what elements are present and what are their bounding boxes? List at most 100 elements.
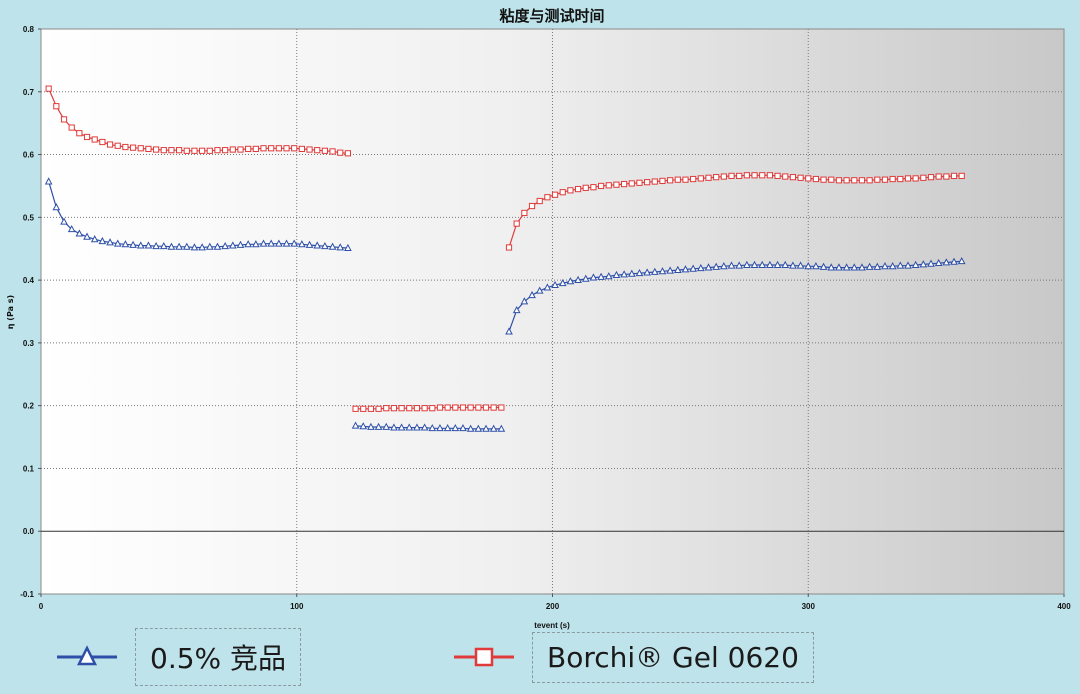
data-point <box>360 405 367 412</box>
data-point <box>566 277 575 285</box>
data-point <box>421 405 428 412</box>
data-point <box>781 260 790 268</box>
data-point <box>904 261 912 269</box>
data-point <box>482 424 490 432</box>
data-point <box>375 405 382 412</box>
data-point <box>743 172 750 179</box>
data-point <box>221 241 229 250</box>
data-point <box>113 239 122 247</box>
data-point <box>374 422 383 430</box>
data-point <box>513 220 520 227</box>
data-point <box>735 261 744 269</box>
data-point <box>275 239 283 247</box>
y-axis-label: η (Pa s) <box>6 295 15 329</box>
data-point <box>306 146 313 153</box>
data-point <box>950 172 958 180</box>
data-point <box>490 404 497 411</box>
data-point <box>237 146 244 153</box>
data-point <box>482 404 490 411</box>
data-point <box>858 177 866 184</box>
data-point <box>275 145 282 152</box>
data-point <box>199 147 206 154</box>
series-line <box>48 181 348 249</box>
data-point <box>681 265 690 273</box>
data-point <box>137 145 144 152</box>
data-point <box>958 172 965 180</box>
data-point <box>99 138 106 146</box>
data-point <box>182 242 191 250</box>
data-point <box>842 263 851 271</box>
data-point <box>351 421 360 429</box>
data-point <box>152 241 160 250</box>
data-point <box>245 145 252 153</box>
data-point <box>881 262 889 270</box>
data-point <box>796 261 805 269</box>
data-point <box>298 145 305 153</box>
data-point <box>873 262 882 270</box>
data-point <box>797 174 804 181</box>
data-point <box>466 424 475 432</box>
data-point <box>559 189 566 196</box>
y-tick-label: 0.5 <box>23 213 35 222</box>
data-point <box>228 241 237 249</box>
data-point <box>888 262 897 270</box>
data-point <box>459 424 467 432</box>
data-point <box>106 141 114 148</box>
data-point <box>98 236 107 245</box>
legend-label: 0.5% 竞品 <box>135 628 302 686</box>
data-point <box>712 262 721 270</box>
data-point <box>804 262 813 270</box>
data-point <box>314 147 321 154</box>
y-tick-label: 0.0 <box>23 527 35 536</box>
series-1 <box>44 177 966 432</box>
y-tick-label: 0.1 <box>23 464 35 473</box>
data-point <box>935 173 942 180</box>
data-point <box>129 144 137 151</box>
data-point <box>889 175 896 183</box>
data-point <box>436 404 444 411</box>
data-point <box>582 184 589 191</box>
data-point <box>957 257 966 265</box>
data-point <box>643 268 651 276</box>
data-point <box>766 260 774 268</box>
data-point <box>144 241 153 249</box>
x-tick-label: 100 <box>290 602 304 611</box>
data-point <box>291 145 298 152</box>
data-point <box>613 181 620 188</box>
data-point <box>920 174 927 181</box>
data-point <box>705 174 712 181</box>
data-point <box>213 242 222 250</box>
data-point <box>60 116 68 123</box>
data-point <box>75 229 84 237</box>
data-point <box>76 130 83 137</box>
data-point <box>183 147 190 154</box>
data-point <box>206 147 213 154</box>
data-point <box>459 404 467 411</box>
data-point <box>697 175 704 182</box>
data-point <box>160 147 167 154</box>
data-point <box>114 142 121 149</box>
data-point <box>251 240 260 248</box>
data-point <box>759 172 766 179</box>
data-point <box>91 136 98 143</box>
data-point <box>589 273 598 281</box>
data-point <box>597 182 605 190</box>
y-tick-label: 0.6 <box>23 151 35 160</box>
data-point <box>420 423 429 431</box>
data-point <box>874 176 881 183</box>
data-point <box>451 424 460 432</box>
data-point <box>159 241 168 250</box>
data-point <box>858 263 866 271</box>
data-point <box>244 240 252 248</box>
data-point <box>911 260 920 268</box>
data-point <box>605 182 612 189</box>
data-point <box>728 172 735 180</box>
y-tick-label: 0.7 <box>23 88 35 97</box>
data-point <box>850 263 859 271</box>
data-point <box>682 176 689 183</box>
data-point <box>535 286 544 294</box>
data-point <box>190 243 199 251</box>
data-point <box>828 176 835 183</box>
data-point <box>505 327 513 335</box>
